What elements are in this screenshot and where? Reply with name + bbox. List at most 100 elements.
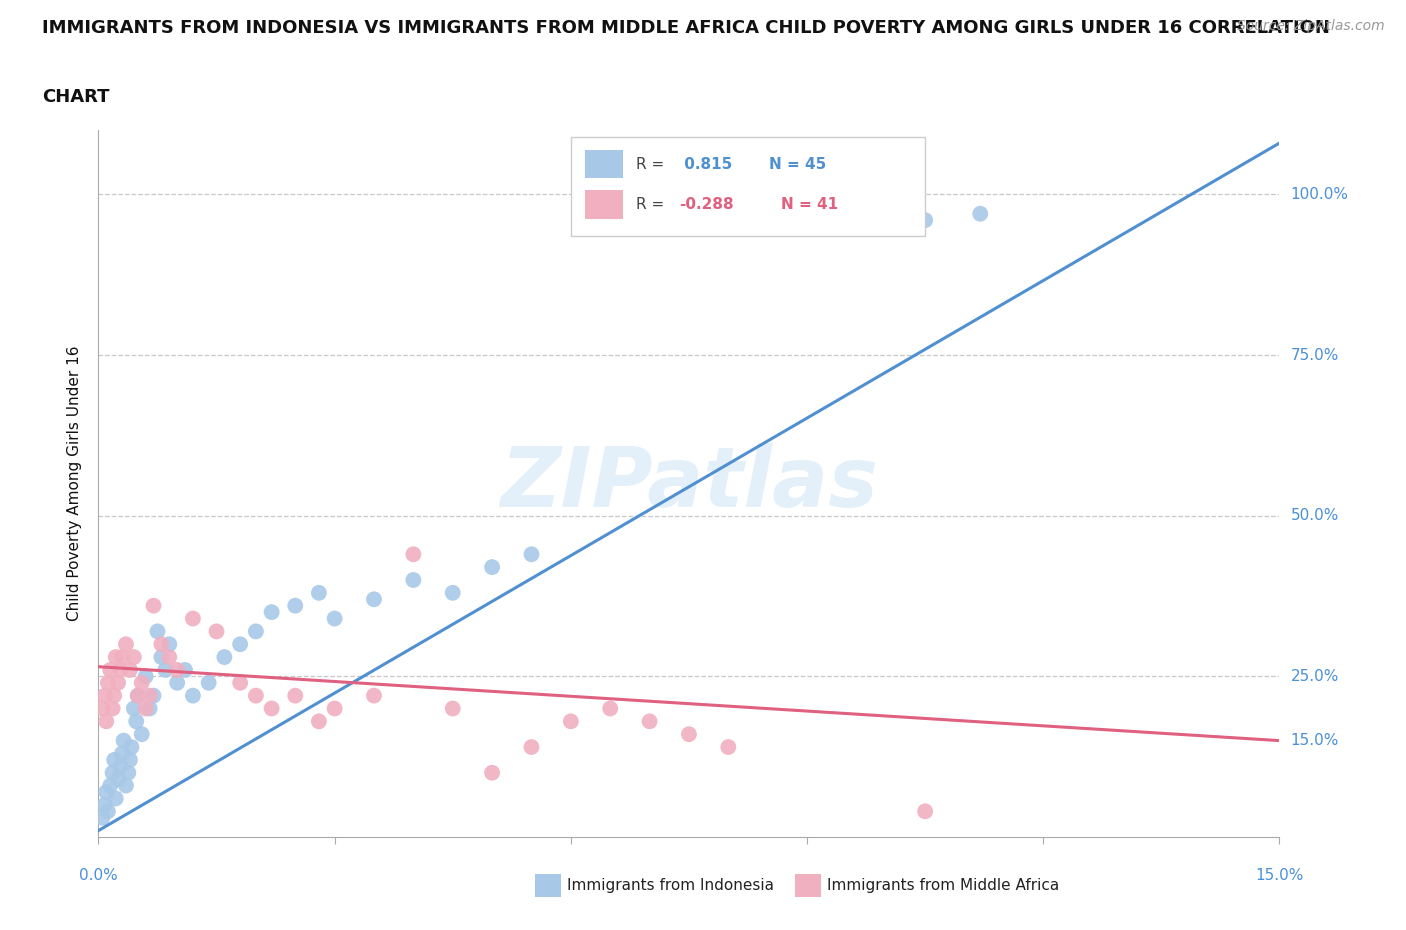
Point xyxy=(107,772,129,787)
Point xyxy=(166,675,188,690)
Point xyxy=(402,547,425,562)
Point xyxy=(260,604,283,619)
Point xyxy=(142,688,165,703)
Point xyxy=(481,765,503,780)
Point xyxy=(142,598,165,613)
Text: 0.815: 0.815 xyxy=(679,156,733,172)
Point xyxy=(101,765,124,780)
Y-axis label: Child Poverty Among Girls Under 16: Child Poverty Among Girls Under 16 xyxy=(67,346,83,621)
Point xyxy=(103,752,125,767)
Point xyxy=(323,611,346,626)
Point xyxy=(441,585,464,600)
Point xyxy=(150,650,173,665)
Point xyxy=(245,624,267,639)
Point xyxy=(323,701,346,716)
Point xyxy=(115,637,138,652)
Point xyxy=(157,650,180,665)
Point xyxy=(122,701,145,716)
Point xyxy=(118,752,141,767)
Text: CHART: CHART xyxy=(42,88,110,106)
Point xyxy=(98,662,121,677)
Point xyxy=(112,733,135,748)
Point xyxy=(127,688,149,703)
Text: R =: R = xyxy=(636,156,669,172)
Point xyxy=(174,662,197,677)
Point xyxy=(229,637,252,652)
Point xyxy=(229,675,252,690)
Point xyxy=(308,585,330,600)
Text: 15.0%: 15.0% xyxy=(1291,733,1339,748)
Point xyxy=(402,573,425,588)
Point xyxy=(97,675,120,690)
Text: -0.288: -0.288 xyxy=(679,197,734,212)
Point xyxy=(91,701,114,716)
Point xyxy=(138,701,160,716)
Point xyxy=(104,650,127,665)
FancyBboxPatch shape xyxy=(585,191,623,219)
Point xyxy=(678,726,700,741)
Point xyxy=(166,662,188,677)
Point xyxy=(91,810,114,825)
Text: 15.0%: 15.0% xyxy=(1256,868,1303,883)
Text: ZIPatlas: ZIPatlas xyxy=(501,443,877,525)
Text: R =: R = xyxy=(636,197,669,212)
Text: IMMIGRANTS FROM INDONESIA VS IMMIGRANTS FROM MIDDLE AFRICA CHILD POVERTY AMONG G: IMMIGRANTS FROM INDONESIA VS IMMIGRANTS … xyxy=(42,19,1330,36)
Point xyxy=(111,650,134,665)
Point xyxy=(181,611,204,626)
Point xyxy=(284,598,307,613)
Point xyxy=(110,759,132,774)
Point xyxy=(214,650,236,665)
Text: 50.0%: 50.0% xyxy=(1291,508,1339,524)
Point xyxy=(441,701,464,716)
Point xyxy=(560,714,582,729)
Point xyxy=(97,804,120,818)
Point xyxy=(118,662,141,677)
Point xyxy=(914,213,936,228)
Point xyxy=(599,701,621,716)
Point xyxy=(914,804,936,818)
Point xyxy=(717,739,740,754)
Point xyxy=(969,206,991,221)
Text: 0.0%: 0.0% xyxy=(79,868,118,883)
Point xyxy=(111,746,134,761)
Point xyxy=(638,714,661,729)
Point xyxy=(138,688,160,703)
Text: 100.0%: 100.0% xyxy=(1291,187,1348,202)
Point xyxy=(117,765,139,780)
Point xyxy=(93,688,115,703)
FancyBboxPatch shape xyxy=(571,138,925,236)
Point xyxy=(157,637,180,652)
Point xyxy=(131,726,153,741)
Point xyxy=(125,714,148,729)
Point xyxy=(104,791,127,806)
Point xyxy=(481,560,503,575)
FancyBboxPatch shape xyxy=(585,150,623,179)
Point xyxy=(131,675,153,690)
Point xyxy=(197,675,219,690)
Point xyxy=(122,650,145,665)
Point xyxy=(205,624,228,639)
Point xyxy=(101,701,124,716)
Point xyxy=(127,688,149,703)
Point xyxy=(150,637,173,652)
Point xyxy=(93,797,115,812)
Text: 25.0%: 25.0% xyxy=(1291,669,1339,684)
Point xyxy=(245,688,267,703)
Point xyxy=(107,675,129,690)
Text: Immigrants from Middle Africa: Immigrants from Middle Africa xyxy=(827,878,1059,894)
Point xyxy=(110,662,132,677)
Point xyxy=(520,739,543,754)
Point xyxy=(181,688,204,703)
Point xyxy=(146,624,169,639)
Text: N = 41: N = 41 xyxy=(782,197,838,212)
Point xyxy=(363,591,385,606)
Point xyxy=(135,701,157,716)
Point xyxy=(96,785,118,800)
Point xyxy=(98,778,121,793)
Text: N = 45: N = 45 xyxy=(769,156,827,172)
FancyBboxPatch shape xyxy=(536,874,561,897)
Point xyxy=(115,778,138,793)
Point xyxy=(155,662,177,677)
Point xyxy=(520,547,543,562)
Point xyxy=(135,669,157,684)
